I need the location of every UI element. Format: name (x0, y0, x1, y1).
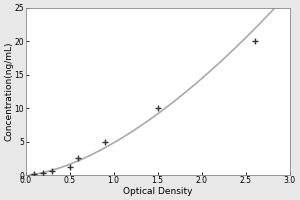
Y-axis label: Concentration(ng/mL): Concentration(ng/mL) (4, 42, 13, 141)
X-axis label: Optical Density: Optical Density (123, 187, 192, 196)
